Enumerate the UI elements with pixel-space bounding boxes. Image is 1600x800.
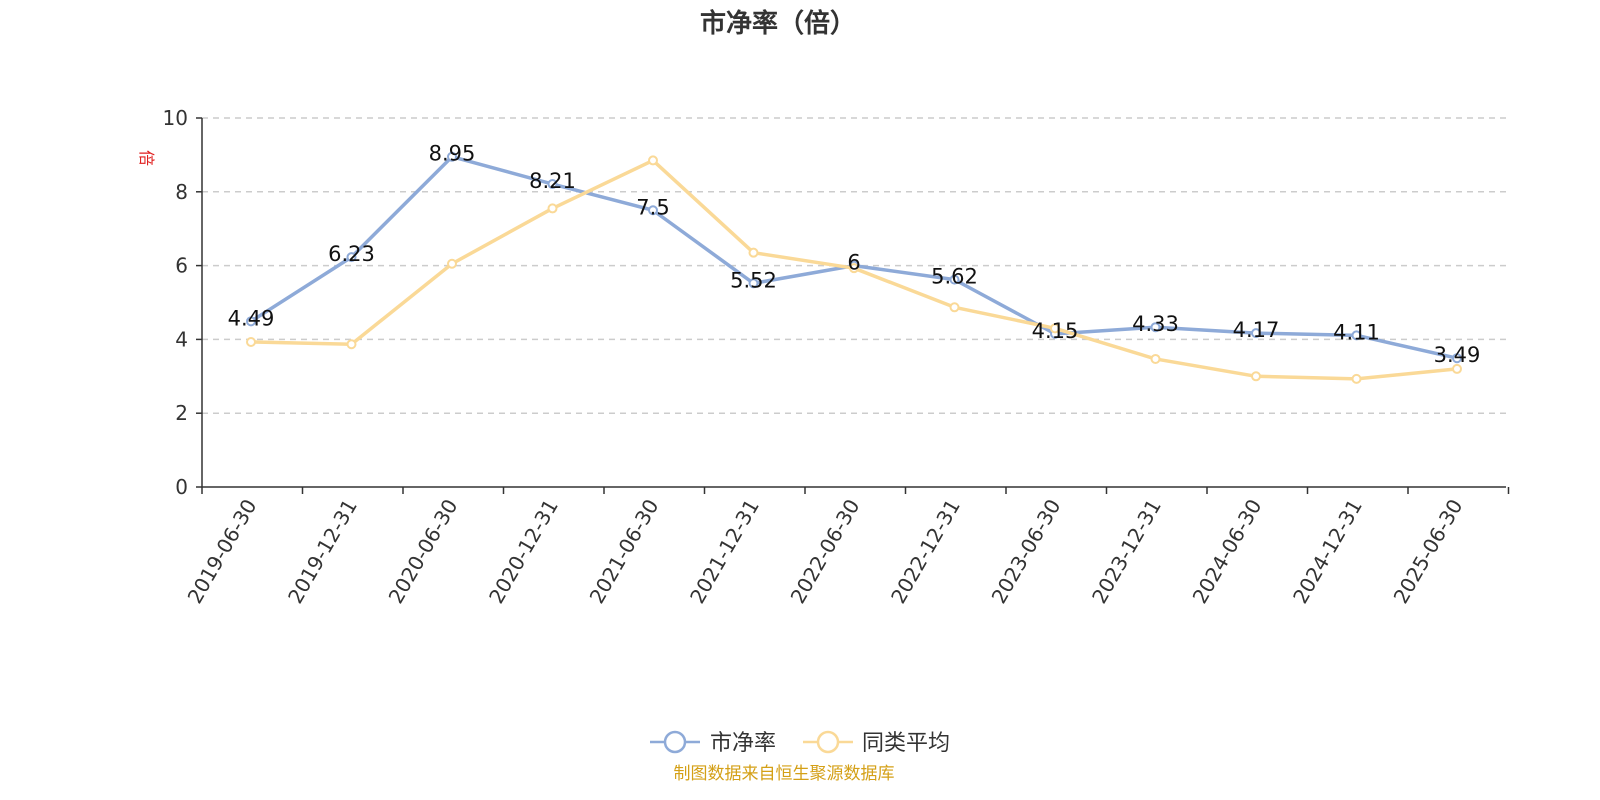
y-tick-label: 6 <box>175 254 188 278</box>
data-label: 4.17 <box>1233 318 1280 342</box>
data-label: 6.23 <box>328 242 375 266</box>
x-tick-label: 2021-06-30 <box>584 495 663 608</box>
data-label: 6 <box>847 251 860 275</box>
data-point[interactable] <box>849 263 859 274</box>
data-label: 3.49 <box>1434 343 1481 367</box>
x-tick-label: 2020-06-30 <box>383 495 462 608</box>
x-tick-label: 2023-06-30 <box>986 495 1065 608</box>
data-point[interactable] <box>447 151 457 162</box>
y-tick-label: 4 <box>175 327 188 351</box>
x-tick-label: 2020-12-31 <box>484 495 563 608</box>
series-lines <box>246 151 1462 384</box>
legend-label: 市净率 <box>710 731 776 756</box>
x-tick-label: 2019-06-30 <box>182 495 261 608</box>
data-label: 5.52 <box>730 268 777 292</box>
data-label: 4.11 <box>1333 320 1380 344</box>
data-label: 8.95 <box>429 142 476 166</box>
data-label: 8.21 <box>529 169 576 193</box>
data-point[interactable] <box>1351 330 1362 341</box>
x-tick-label: 2019-12-31 <box>283 495 362 608</box>
data-label: 7.5 <box>636 195 669 219</box>
x-tick-label: 2025-06-30 <box>1388 495 1467 608</box>
y-tick-label: 8 <box>175 180 188 204</box>
x-tick-label: 2022-12-31 <box>886 495 965 608</box>
y-tick-label: 10 <box>163 106 188 130</box>
x-tick-label: 2023-12-31 <box>1087 495 1166 608</box>
data-point[interactable] <box>648 205 658 216</box>
data-point[interactable] <box>547 179 558 190</box>
data-point[interactable] <box>246 316 256 327</box>
data-point[interactable] <box>346 252 357 263</box>
data-point[interactable] <box>1452 353 1462 364</box>
data-label: 5.62 <box>931 265 978 289</box>
legend-label: 同类平均 <box>862 731 950 756</box>
data-point[interactable] <box>748 247 759 258</box>
data-label: 4.33 <box>1132 312 1179 336</box>
legend-marker <box>816 730 840 754</box>
data-point[interactable] <box>1452 363 1462 374</box>
data-point[interactable] <box>1150 322 1161 333</box>
y-axis-label: 倍 <box>137 150 156 166</box>
data-labels: 4.49 6.23 8.95 8.21 7.5 5.52 6 5.62 4.15 4.33 4.17… <box>228 142 1481 367</box>
legend[interactable]: 市净率 同类平均 <box>650 730 950 756</box>
data-point[interactable] <box>246 336 256 347</box>
y-tick-label: 2 <box>175 401 188 425</box>
data-point[interactable] <box>1150 353 1161 364</box>
axes: 0 2 4 6 8 10 2019-06-30 2019-12-31 2020-06-30 202… <box>163 106 1510 608</box>
data-point[interactable] <box>346 339 357 350</box>
legend-marker <box>663 730 687 754</box>
data-point[interactable] <box>547 203 558 214</box>
legend-item-2[interactable]: 同类平均 <box>803 730 950 756</box>
data-point[interactable] <box>648 155 658 166</box>
source-note: 制图数据来自恒生聚源数据库 <box>674 764 895 784</box>
data-point[interactable] <box>949 274 960 285</box>
chart-title: 市净率（倍） <box>700 8 856 39</box>
data-point[interactable] <box>1251 328 1261 339</box>
x-tick-label: 2021-12-31 <box>685 495 764 608</box>
data-point[interactable] <box>1251 371 1261 382</box>
legend-item-1[interactable]: 市净率 <box>650 730 776 756</box>
data-point[interactable] <box>447 258 457 269</box>
data-label: 4.15 <box>1032 319 1079 343</box>
data-label: 4.49 <box>228 306 275 330</box>
data-point[interactable] <box>1351 373 1362 384</box>
x-tick-label: 2024-12-31 <box>1288 495 1367 608</box>
y-tick-label: 0 <box>175 475 188 499</box>
data-point[interactable] <box>949 302 960 313</box>
x-tick-label: 2022-06-30 <box>785 495 864 608</box>
data-point[interactable] <box>748 278 759 289</box>
x-tick-label: 2024-06-30 <box>1187 495 1266 608</box>
data-point[interactable] <box>1050 323 1060 334</box>
